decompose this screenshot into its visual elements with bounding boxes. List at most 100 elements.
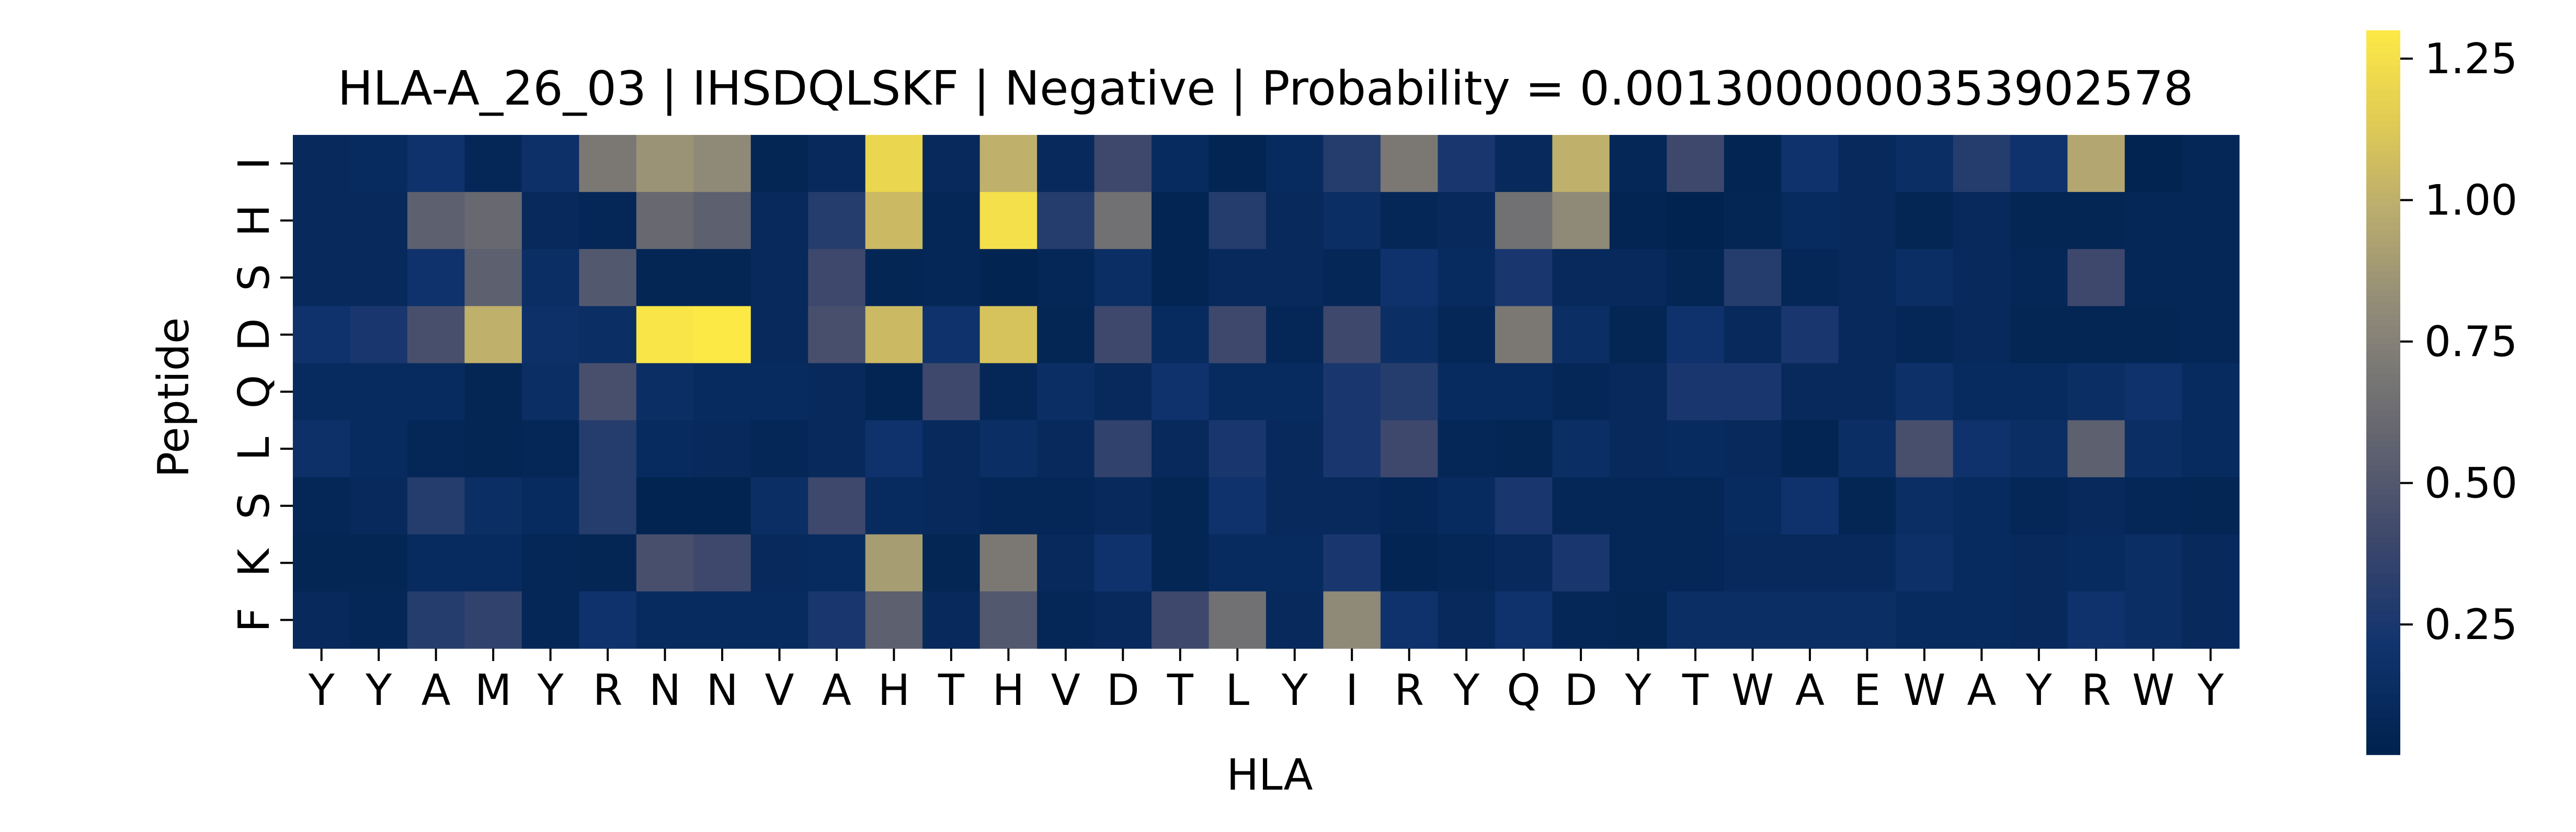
heatmap-cell [350,477,408,535]
heatmap-cell [464,135,522,192]
x-tick-label: V [765,666,794,715]
heatmap-cell [1323,135,1381,192]
heatmap-cell [521,591,579,649]
heatmap-cell [1037,420,1095,478]
colorbar-segment [2366,579,2400,586]
heatmap-cell [407,192,465,249]
heatmap-cell [1552,363,1610,421]
heatmap-cell [979,306,1038,364]
heatmap-cell [808,477,866,535]
heatmap-cell [1323,591,1381,649]
heatmap-cell [865,306,923,364]
heatmap-cell [1380,135,1439,192]
heatmap-cell [1838,135,1896,192]
colorbar-segment [2366,175,2400,182]
x-tick-label: N [706,666,738,715]
heatmap-cell [922,135,981,192]
heatmap-cell [2125,534,2183,592]
heatmap-cell [808,135,866,192]
heatmap-cell [1438,135,1496,192]
heatmap-cell [1037,135,1095,192]
heatmap-cell [407,306,465,364]
heatmap-cell [293,363,351,421]
heatmap-cell [521,135,579,192]
heatmap-cell [1209,135,1267,192]
colorbar-segment [2366,386,2400,393]
heatmap-cell [1037,477,1095,535]
heatmap-cell [1609,591,1667,649]
x-tick-label: W [1731,666,1774,715]
heatmap-cell [1552,420,1610,478]
heatmap-cell [350,363,408,421]
heatmap-cell [1266,135,1324,192]
chart-title: HLA-A_26_03 | IHSDQLSKF | Negative | Pro… [338,61,2194,116]
heatmap-cell [1209,306,1267,364]
heatmap-cell [1438,420,1496,478]
heatmap-cell [1896,477,1954,535]
x-tick-label: T [1682,666,1709,715]
heatmap-cell [750,420,808,478]
heatmap-cell [750,363,808,421]
heatmap-cell [1781,192,1839,249]
colorbar-segment [2366,302,2400,309]
colorbar-segment [2366,447,2400,453]
colorbar-segment [2366,724,2400,731]
heatmap-cell [636,591,694,649]
colorbar [2366,30,2400,755]
heatmap-cell [407,477,465,535]
heatmap-cell [1495,534,1553,592]
heatmap-cell [2010,591,2068,649]
heatmap-cell [2010,363,2068,421]
heatmap-cell [808,363,866,421]
heatmap-cell [865,591,923,649]
heatmap-cell [2182,135,2240,192]
heatmap-cell [1152,534,1210,592]
heatmap-cell [1838,192,1896,249]
heatmap-cell [1896,534,1954,592]
colorbar-segment [2366,634,2400,641]
heatmap-cell [1609,135,1667,192]
colorbar-segment [2366,567,2400,574]
heatmap-cell [1152,249,1210,306]
colorbar-segment [2366,700,2400,707]
heatmap-cell [922,249,981,306]
heatmap-cell [464,420,522,478]
heatmap-cell [2067,534,2125,592]
heatmap-cell [2182,591,2240,649]
heatmap-cell [922,477,981,535]
heatmap-cell [2067,249,2125,306]
colorbar-segment [2366,730,2400,737]
heatmap-cell [922,420,981,478]
colorbar-segment [2366,368,2400,375]
heatmap-cell [1438,363,1496,421]
heatmap-cell [1896,192,1954,249]
heatmap-cell [1495,135,1553,192]
heatmap-cell [1037,591,1095,649]
heatmap-cell [1323,192,1381,249]
colorbar-segment [2366,199,2400,206]
heatmap-cell [979,363,1038,421]
heatmap-cell [1667,135,1725,192]
x-tick-label: Y [1625,666,1652,715]
heatmap-cell [579,249,637,306]
heatmap-cell [1609,249,1667,306]
x-axis-label: HLA [1226,750,1313,800]
heatmap-cell [1552,192,1610,249]
colorbar-segment [2366,217,2400,224]
heatmap-cell [1609,420,1667,478]
colorbar-segment [2366,616,2400,622]
heatmap-cell [1953,306,2011,364]
heatmap-cell [1438,477,1496,535]
heatmap-cell [1152,591,1210,649]
heatmap-cell [1495,192,1553,249]
heatmap-cell [693,249,751,306]
y-tick-label: S [230,492,279,519]
heatmap-cell [1609,477,1667,535]
colorbar-segment [2366,54,2400,61]
heatmap-cell [1209,477,1267,535]
heatmap-cell [1037,249,1095,306]
x-tick-label: A [1967,666,1996,715]
colorbar-segment [2366,531,2400,538]
